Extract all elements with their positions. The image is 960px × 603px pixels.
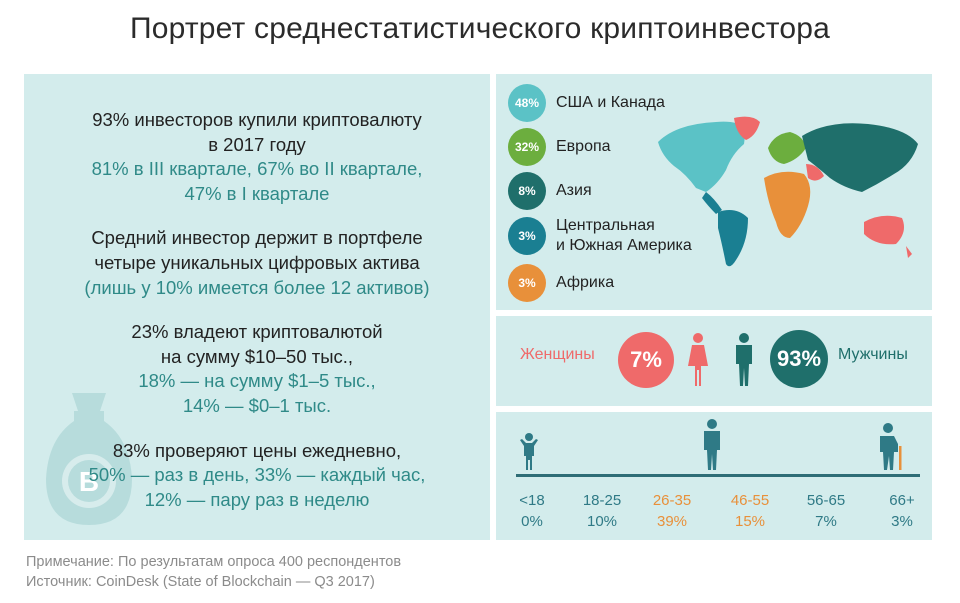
man-icon (736, 333, 752, 386)
region-label: Европа (556, 138, 611, 155)
survey-note: Примечание: По результатам опроса 400 ре… (26, 554, 402, 570)
elderly-icon (880, 423, 902, 470)
stat-line: 23% владеют криптовалютой (131, 321, 383, 343)
source-citation: Источник: CoinDesk (State of Blockchain … (26, 574, 375, 590)
stat-line: в 2017 году (208, 133, 306, 155)
women-pct-badge: 7% (618, 332, 674, 388)
regions-panel: 48% США и Канада 32% Европа 8% Азия 3% Централь… (496, 74, 932, 310)
stat-line: Средний инвестор держит в портфеле (91, 227, 423, 249)
age-range: 18-25 (582, 492, 622, 509)
world-map-icon (658, 116, 918, 267)
stat-line: 12% — пару раз в неделю (144, 488, 370, 510)
region-pct-badge: 3% (508, 264, 546, 302)
region-label: США и Канада (556, 94, 665, 111)
region-label: Африка (556, 274, 615, 291)
stat-line: четыре уникальных цифровых актива (94, 251, 420, 273)
age-range: 26-35 (652, 492, 692, 509)
stat-block: 83% проверяют цены ежедневно, 50% — раз в… (24, 439, 490, 513)
age-pct: 3% (891, 513, 913, 530)
region-item: 8% Азия (508, 172, 592, 210)
age-group: 26-35 39% (644, 490, 700, 532)
age-axis-line (516, 474, 920, 477)
gender-panel: Женщины 7% 93% Мужчины (496, 316, 932, 406)
stats-list: 93% инвесторов купили криптовалюту в 2017… (24, 108, 490, 532)
age-group: 66+ 3% (874, 490, 930, 532)
men-pct-badge: 93% (770, 330, 828, 388)
stat-line: 83% проверяют цены ежедневно, (112, 439, 402, 461)
age-group: 56-65 7% (798, 490, 854, 532)
stat-line: 14% — $0–1 тыс. (182, 394, 332, 416)
adult-icon (704, 419, 720, 470)
age-group: 46-55 15% (722, 490, 778, 532)
stat-line: на сумму $10–50 тыс., (160, 345, 354, 367)
stat-block: Средний инвестор держит в портфеле четыре… (24, 226, 490, 300)
region-item: 3% Африка (508, 264, 614, 302)
region-item: 32% Европа (508, 128, 611, 166)
stat-line: 18% — на сумму $1–5 тыс., (138, 370, 376, 392)
age-group: 18-25 10% (574, 490, 630, 532)
stat-line: 47% в I квартале (184, 182, 330, 204)
stat-line: 81% в III квартале, 67% во II квартале, (91, 158, 423, 180)
child-icon (520, 433, 538, 470)
stat-line: (лишь у 10% имеется более 12 активов) (84, 276, 430, 298)
age-range: 56-65 (806, 492, 846, 509)
age-range: 46-55 (730, 492, 770, 509)
age-pct: 15% (734, 513, 766, 530)
svg-text:B: B (79, 466, 99, 497)
region-item: 48% США и Канада (508, 84, 665, 122)
region-pct-badge: 3% (508, 217, 546, 255)
stat-block: 93% инвесторов купили криптовалюту в 2017… (24, 108, 490, 206)
region-pct-badge: 32% (508, 128, 546, 166)
stat-line: 50% — раз в день, 33% — каждый час, (88, 464, 426, 486)
men-label: Мужчины (838, 346, 908, 363)
stat-block: 23% владеют криптовалютой на сумму $10–50… (24, 320, 490, 418)
region-pct-badge: 8% (508, 172, 546, 210)
age-group: <18 0% (504, 490, 560, 532)
age-pct: 7% (815, 513, 837, 530)
stats-panel: B 93% инвесторов купили криптовалюту в 20… (24, 74, 490, 540)
region-item: 3% Центральная и Южная Америка (508, 216, 692, 256)
money-bag-icon: B (46, 393, 132, 525)
region-pct-badge: 48% (508, 84, 546, 122)
page-title: Портрет среднестатистического криптоинве… (129, 12, 831, 45)
region-label: Центральная и Южная Америка (556, 217, 692, 254)
region-label: Азия (556, 182, 592, 199)
age-range: 66+ (889, 492, 915, 509)
age-range: <18 (519, 492, 545, 509)
women-label: Женщины (520, 346, 595, 363)
woman-icon (688, 333, 708, 386)
age-panel: <18 0% 18-25 10% 26-35 39% 46-55 15% 56-65 7% 66+ 3… (496, 412, 932, 540)
source-note: Примечание: По результатам опроса 400 ре… (26, 552, 401, 592)
age-pct: 39% (656, 513, 688, 530)
stat-line: 93% инвесторов купили криптовалюту (92, 109, 422, 130)
age-pct: 10% (586, 513, 618, 530)
age-pct: 0% (521, 513, 543, 530)
